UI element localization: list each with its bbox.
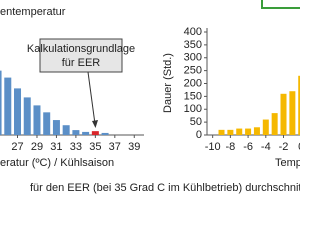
frame — [261, 0, 300, 9]
left-title: entemperatur — [0, 6, 66, 18]
annotation-line: für EER — [62, 57, 101, 69]
bar — [23, 97, 31, 135]
bar — [271, 113, 278, 135]
right-x-label: Temp — [275, 157, 300, 169]
bar — [43, 112, 51, 135]
x-tick-label: -4 — [261, 141, 271, 153]
bar — [4, 77, 12, 135]
y-tick-label: 100 — [184, 103, 202, 115]
bar — [236, 128, 243, 135]
x-tick-label: 29 — [31, 141, 43, 153]
page: entemperatur eratur (ºC) / Kühlsaison Te… — [0, 0, 300, 194]
x-tick-label: -2 — [279, 141, 289, 153]
left-x-label: eratur (ºC) / Kühlsaison — [0, 157, 114, 169]
x-tick-label: -8 — [225, 141, 235, 153]
y-tick-label: 350 — [184, 39, 202, 51]
screenshot: entemperatur eratur (ºC) / Kühlsaison Te… — [0, 0, 300, 194]
bar — [262, 119, 269, 135]
x-tick-label: -10 — [205, 141, 221, 153]
x-tick-label: 31 — [50, 141, 62, 153]
x-tick-label: 27 — [11, 141, 23, 153]
y-tick-label: 250 — [184, 65, 202, 77]
bar — [218, 129, 225, 135]
y-tick-label: 50 — [190, 116, 202, 128]
bar — [33, 105, 41, 135]
bar — [91, 131, 99, 135]
x-tick-label: -6 — [243, 141, 253, 153]
bar — [289, 91, 296, 135]
annotation-line: Kalkulationsgrundlage — [27, 43, 135, 55]
right-y-label: Dauer (Std.) — [162, 53, 174, 113]
y-tick-label: 400 — [184, 26, 202, 38]
bar — [280, 93, 287, 135]
y-tick-label: 200 — [184, 77, 202, 89]
bar — [245, 128, 252, 135]
y-tick-label: 300 — [184, 52, 202, 64]
x-tick-label: 39 — [128, 141, 140, 153]
y-tick-label: 0 — [196, 129, 202, 141]
bar — [0, 70, 2, 135]
arrow-head — [92, 120, 98, 128]
x-tick-label: 33 — [70, 141, 82, 153]
caption: für den EER (bei 35 Grad C im Kühlbetrie… — [30, 182, 300, 194]
bar — [52, 120, 60, 135]
bar — [62, 125, 70, 135]
x-tick-label: 37 — [109, 141, 121, 153]
bar — [227, 129, 234, 135]
bar — [72, 130, 80, 135]
x-tick-label: 35 — [89, 141, 101, 153]
annotation-arrow — [87, 71, 96, 125]
bar — [82, 131, 90, 135]
x-tick-label: 0 — [298, 141, 300, 153]
annotation-box — [39, 38, 123, 73]
bar — [298, 75, 300, 135]
y-tick-label: 150 — [184, 90, 202, 102]
bar — [253, 127, 260, 135]
bar — [101, 132, 109, 135]
bar — [14, 88, 22, 135]
